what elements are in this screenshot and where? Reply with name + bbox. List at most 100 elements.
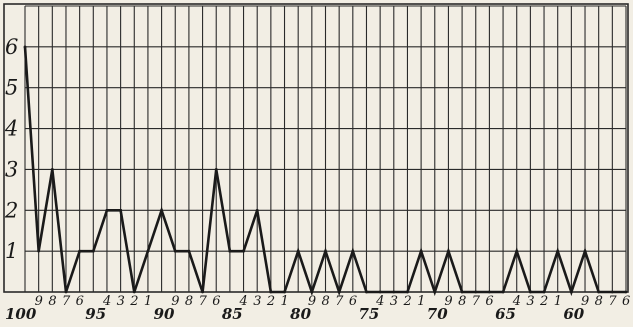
x-tick-label: 9 [171, 294, 179, 309]
x-tick-label: 8 [185, 294, 193, 309]
x-tick-label: 2 [129, 294, 138, 309]
data-point [146, 249, 150, 253]
data-point [132, 290, 136, 294]
data-point [583, 249, 587, 253]
x-tick-label: 6 [485, 294, 493, 309]
data-point [255, 208, 259, 212]
data-point [528, 290, 532, 294]
x-tick-label: 65 [495, 305, 516, 323]
x-tick-label: 7 [62, 294, 71, 309]
x-tick-label: 95 [85, 305, 106, 323]
y-tick-label: 6 [5, 35, 18, 59]
data-point [119, 208, 123, 212]
data-point [365, 290, 368, 294]
y-tick-label: 3 [5, 157, 18, 181]
x-tick-label: 7 [472, 294, 481, 309]
data-point [515, 249, 519, 253]
x-tick-label: 9 [308, 294, 316, 309]
data-point [351, 249, 355, 253]
data-point [460, 290, 464, 294]
data-point [50, 168, 54, 171]
data-point [542, 290, 546, 294]
x-tick-label: 3 [253, 294, 261, 309]
x-tick-label: 9 [581, 294, 589, 309]
x-tick-label: 4 [375, 294, 384, 309]
data-point [392, 290, 396, 294]
x-tick-label: 3 [117, 294, 125, 309]
data-point [488, 290, 491, 294]
x-tick-label: 60 [563, 305, 584, 323]
x-tick-label: 3 [526, 294, 534, 309]
x-tick-label: 4 [102, 294, 111, 309]
data-point [269, 290, 273, 294]
x-tick-label: 8 [595, 294, 603, 309]
y-tick-label: 2 [4, 198, 18, 222]
x-tick-label: 90 [154, 305, 175, 323]
x-tick-label: 80 [290, 305, 311, 323]
data-point [228, 249, 232, 253]
x-tick-label: 75 [358, 305, 379, 323]
data-point [324, 249, 327, 253]
x-tick-label: 1 [417, 294, 425, 309]
x-tick-label: 4 [512, 294, 521, 309]
x-tick-label: 8 [48, 294, 56, 309]
x-tick-label: 100 [5, 305, 37, 323]
y-tick-labels: 1 2 3 4 5 6 [4, 35, 18, 263]
x-tick-label: 2 [266, 294, 275, 309]
x-tick-label: 1 [281, 294, 289, 309]
x-tick-label: 70 [427, 305, 448, 323]
x-tick-label: 7 [335, 294, 344, 309]
x-tick-label: 2 [402, 294, 411, 309]
x-tick-label: 1 [554, 294, 562, 309]
data-point [23, 45, 27, 49]
x-tick-label: 6 [76, 294, 84, 309]
x-tick-label: 6 [622, 294, 630, 309]
x-tick-label: 7 [608, 294, 617, 309]
data-point [624, 290, 628, 294]
data-point [296, 249, 300, 253]
data-point [37, 249, 41, 253]
data-point [501, 290, 505, 294]
data-point [337, 290, 341, 294]
data-point [91, 249, 95, 253]
data-point [214, 168, 218, 171]
x-tick-label: 3 [390, 294, 398, 309]
data-point [242, 249, 245, 253]
x-tick-label: 2 [539, 294, 548, 309]
y-tick-label: 4 [4, 117, 18, 141]
grid [3, 3, 629, 293]
data-point [597, 290, 601, 294]
data-point [78, 249, 82, 253]
data-point [447, 249, 450, 253]
data-point [201, 290, 204, 294]
data-point [406, 290, 409, 294]
x-tick-label: 9 [35, 294, 43, 309]
series-layer [23, 45, 628, 297]
x-tick-label: 85 [222, 305, 243, 323]
x-tick-label: 1 [144, 294, 152, 309]
data-point [187, 249, 191, 253]
y-tick-label: 1 [5, 239, 18, 263]
data-point [419, 249, 423, 253]
data-point [310, 290, 314, 294]
x-tick-label: 4 [239, 294, 248, 309]
data-point [378, 290, 382, 294]
data-point [474, 290, 478, 294]
data-point [569, 290, 573, 294]
y-tick-label: 5 [5, 76, 18, 100]
x-tick-label: 9 [444, 294, 452, 309]
x-tick-label: 8 [458, 294, 466, 309]
x-tick-label: 6 [349, 294, 357, 309]
data-point [64, 290, 68, 294]
data-point [173, 249, 177, 253]
data-point [283, 290, 286, 294]
x-tick-label: 7 [199, 294, 208, 309]
frame [3, 3, 629, 293]
x-tick-label: 6 [212, 294, 220, 309]
data-point [160, 208, 163, 212]
data-point [433, 290, 437, 294]
data-point [556, 249, 560, 253]
data-point [610, 290, 614, 294]
